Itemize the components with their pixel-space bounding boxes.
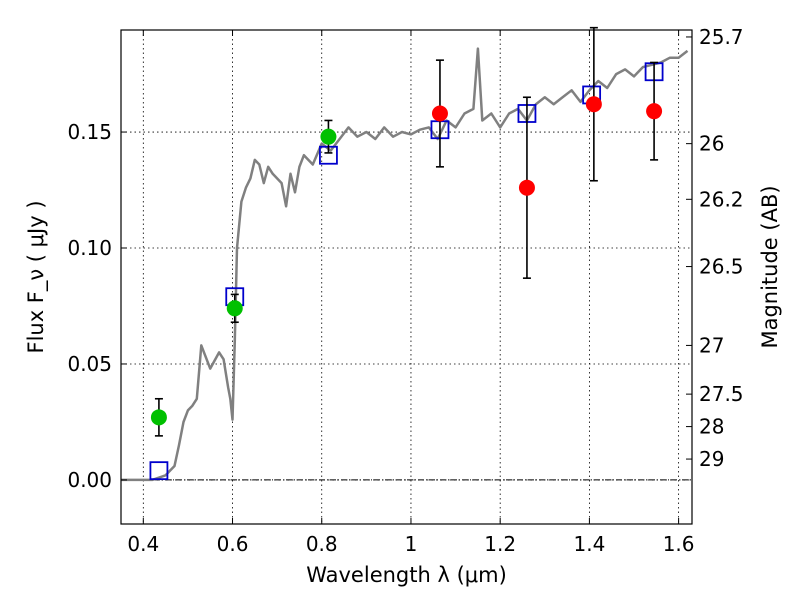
red-data-point [431,105,448,122]
x-tick-label: 0.4 [127,532,159,556]
green-data-point [226,300,243,317]
y2-tick-label: 26 [699,132,724,156]
y2-tick-label: 28 [699,415,724,439]
y-tick-label: 0.05 [67,352,112,376]
data-points [149,26,664,481]
x-axis-label: Wavelength λ (μm) [306,563,507,587]
y-tick-label: 0.15 [67,120,112,144]
y-tick-label: 0.10 [67,236,112,260]
y2-tick-label: 26.2 [699,187,744,211]
y-tick-label: 0.00 [67,468,112,492]
y2-axis-label: Magnitude (AB) [758,185,782,348]
green-data-point [320,128,337,145]
green-data-point [150,409,167,426]
x-tick-label: 1.4 [573,532,605,556]
x-tick-label: 1.2 [484,532,516,556]
axis-ticks: 0.4 0.6 0.8 1 1.2 1.4 1.6 0.00 0.05 0.10 0.15 25.7 2… [67,25,743,556]
red-data-point [518,179,535,196]
y2-tick-label: 29 [699,447,724,471]
y2-tick-label: 27.5 [699,382,744,406]
plot-frame [120,29,693,525]
y2-tick-label: 26.5 [699,255,744,279]
y2-tick-label: 25.7 [699,25,744,49]
x-tick-label: 1 [405,532,418,556]
model-spectrum-line [121,47,689,482]
red-data-point [646,103,663,120]
red-data-point [585,96,602,113]
y-axis-label: Flux F_ν ( μJy ) [24,200,49,353]
x-tick-label: 0.6 [217,532,249,556]
x-tick-label: 0.8 [306,532,338,556]
y2-tick-label: 27 [699,333,724,357]
model-photometry-square [149,461,169,481]
x-tick-label: 1.6 [663,532,695,556]
grid-lines [121,30,692,524]
